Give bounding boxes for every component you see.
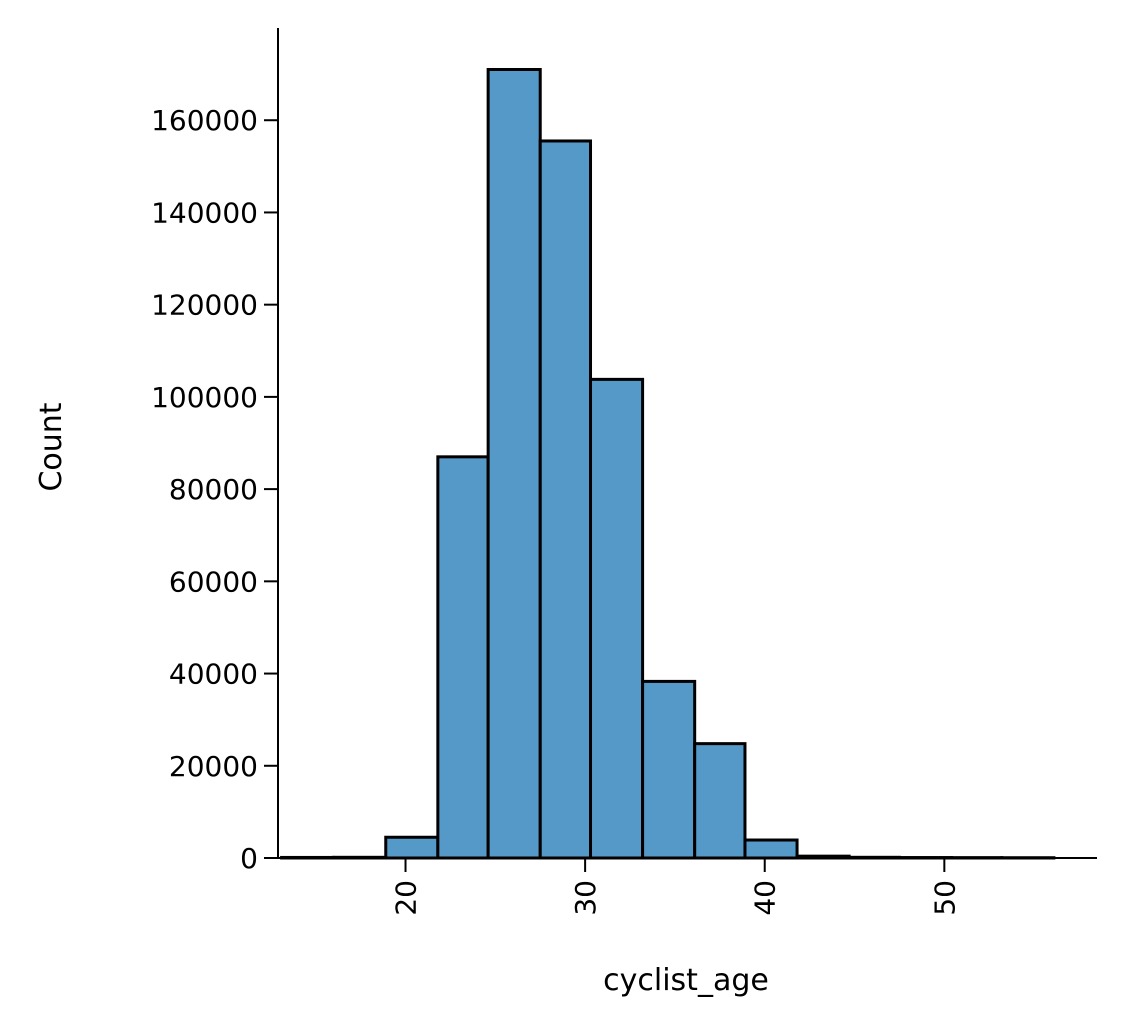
y-tick-label-8: 160000 (151, 104, 258, 137)
histogram-bar-7 (641, 679, 697, 860)
histogram-bar-6 (589, 377, 645, 860)
x-tick-label-0: 20 (390, 880, 423, 916)
histogram-bar-9 (743, 838, 799, 860)
x-tick-label-3: 50 (928, 880, 961, 916)
histogram-bar-2 (384, 835, 440, 860)
x-tick-label-2: 40 (749, 880, 782, 916)
x-tick-label-1: 30 (569, 880, 602, 916)
y-tick-label-0: 0 (240, 842, 258, 875)
bars-group (280, 68, 1056, 860)
histogram-bar-4 (486, 68, 542, 860)
y-tick-label-1: 20000 (169, 750, 258, 783)
y-tick-label-6: 120000 (151, 289, 258, 322)
histogram-bar-8 (693, 742, 747, 860)
y-tick-label-7: 140000 (151, 196, 258, 229)
x-axis-title: cyclist_age (603, 963, 769, 998)
x-axis-ticks: 20 30 40 50 (390, 858, 961, 916)
y-tick-label-2: 40000 (169, 658, 258, 691)
histogram-bar-5 (538, 139, 593, 860)
y-axis-ticks: 0 20000 40000 60000 80000 100000 120000 140000 1… (151, 104, 278, 875)
y-tick-label-4: 80000 (169, 473, 258, 506)
histogram-bar-3 (436, 455, 490, 860)
y-axis-title: Count (34, 402, 69, 491)
y-tick-label-5: 100000 (151, 381, 258, 414)
y-tick-label-3: 60000 (169, 565, 258, 598)
